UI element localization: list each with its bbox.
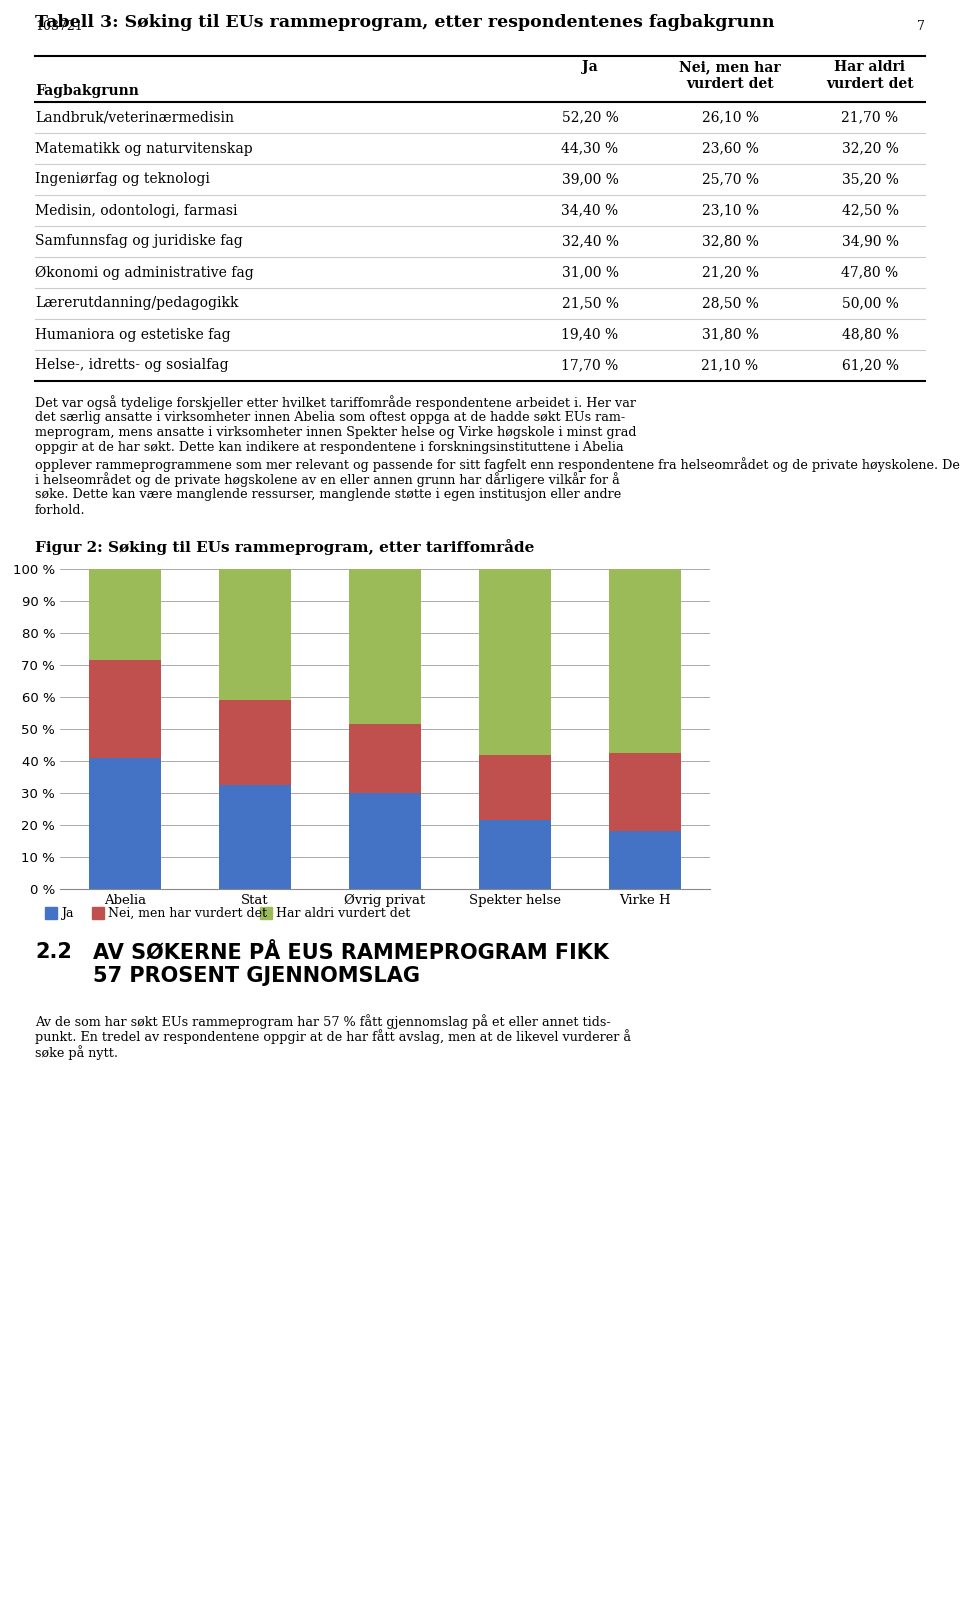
Text: meprogram, mens ansatte i virksomheter innen Spekter helse og Virke høgskole i m: meprogram, mens ansatte i virksomheter i… (35, 427, 636, 440)
Text: punkt. En tredel av respondentene oppgir at de har fått avslag, men at de likeve: punkt. En tredel av respondentene oppgir… (35, 1029, 631, 1045)
Text: 21,10 %: 21,10 % (702, 359, 758, 372)
Text: Har aldri
vurdert det: Har aldri vurdert det (827, 60, 914, 92)
Text: 17,70 %: 17,70 % (562, 359, 618, 372)
Text: 35,20 %: 35,20 % (842, 172, 899, 187)
Bar (89, 660, 160, 758)
Bar (45, 906, 57, 919)
Bar (349, 568, 420, 724)
Bar (610, 831, 681, 889)
Text: 25,70 %: 25,70 % (702, 172, 758, 187)
Text: 23,60 %: 23,60 % (702, 142, 758, 156)
Text: 32,40 %: 32,40 % (562, 235, 618, 248)
Text: Nei, men har vurdert det: Nei, men har vurdert det (108, 906, 267, 919)
Text: 39,00 %: 39,00 % (562, 172, 618, 187)
Text: 32,80 %: 32,80 % (702, 235, 758, 248)
Bar (92, 906, 104, 919)
Text: 44,30 %: 44,30 % (562, 142, 618, 156)
Text: Samfunnsfag og juridiske fag: Samfunnsfag og juridiske fag (35, 235, 243, 248)
Text: Har aldri vurdert det: Har aldri vurdert det (276, 906, 410, 919)
Bar (349, 724, 420, 794)
Bar (610, 568, 681, 753)
Text: Ja: Ja (61, 906, 74, 919)
Text: 52,20 %: 52,20 % (562, 111, 618, 124)
Text: Figur 2: Søking til EUs rammeprogram, etter tariffområde: Figur 2: Søking til EUs rammeprogram, et… (35, 539, 535, 555)
Text: 103721: 103721 (35, 19, 83, 32)
Text: 21,70 %: 21,70 % (841, 111, 899, 124)
Text: 61,20 %: 61,20 % (842, 359, 899, 372)
Text: Medisin, odontologi, farmasi: Medisin, odontologi, farmasi (35, 203, 237, 217)
Text: 32,20 %: 32,20 % (842, 142, 899, 156)
Text: opplever rammeprogrammene som mer relevant og passende for sitt fagfelt enn resp: opplever rammeprogrammene som mer releva… (35, 457, 960, 472)
Text: i helseområdet og de private høgskolene av en eller annen grunn har dårligere vi: i helseområdet og de private høgskolene … (35, 472, 620, 488)
Text: Det var også tydelige forskjeller etter hvilket tariffområde respondentene arbei: Det var også tydelige forskjeller etter … (35, 394, 636, 411)
Bar (89, 758, 160, 889)
Text: Nei, men har
vurdert det: Nei, men har vurdert det (679, 60, 780, 92)
Text: 34,90 %: 34,90 % (842, 235, 899, 248)
Text: AV SØKERNE PÅ EUS RAMMEPROGRAM FIKK
57 PROSENT GJENNOMSLAG: AV SØKERNE PÅ EUS RAMMEPROGRAM FIKK 57 P… (93, 942, 609, 987)
Text: 2.2: 2.2 (35, 942, 72, 963)
Text: 42,50 %: 42,50 % (842, 203, 899, 217)
Bar (219, 568, 291, 700)
Text: 48,80 %: 48,80 % (842, 327, 899, 341)
Bar (260, 906, 272, 919)
Text: Humaniora og estetiske fag: Humaniora og estetiske fag (35, 327, 230, 341)
Text: 50,00 %: 50,00 % (842, 296, 899, 311)
Text: det særlig ansatte i virksomheter innen Abelia som oftest oppga at de hadde søkt: det særlig ansatte i virksomheter innen … (35, 411, 625, 423)
Bar (219, 786, 291, 889)
Bar (479, 568, 551, 755)
Text: 47,80 %: 47,80 % (841, 266, 899, 280)
Bar (479, 755, 551, 819)
Text: Lærerutdanning/pedagogikk: Lærerutdanning/pedagogikk (35, 296, 238, 311)
Text: oppgir at de har søkt. Dette kan indikere at respondentene i forskningsinstitutt: oppgir at de har søkt. Dette kan indiker… (35, 441, 624, 454)
Text: forhold.: forhold. (35, 504, 85, 517)
Text: Tabell 3: Søking til EUs rammeprogram, etter respondentenes fagbakgrunn: Tabell 3: Søking til EUs rammeprogram, e… (35, 14, 775, 31)
Bar (89, 568, 160, 660)
Text: 21,50 %: 21,50 % (562, 296, 618, 311)
Text: 23,10 %: 23,10 % (702, 203, 758, 217)
Text: søke på nytt.: søke på nytt. (35, 1045, 118, 1059)
Text: Helse-, idretts- og sosialfag: Helse-, idretts- og sosialfag (35, 359, 228, 372)
Text: 31,00 %: 31,00 % (562, 266, 618, 280)
Text: 28,50 %: 28,50 % (702, 296, 758, 311)
Text: Matematikk og naturvitenskap: Matematikk og naturvitenskap (35, 142, 252, 156)
Text: 26,10 %: 26,10 % (702, 111, 758, 124)
Text: Økonomi og administrative fag: Økonomi og administrative fag (35, 266, 253, 280)
Bar (349, 794, 420, 889)
Text: 34,40 %: 34,40 % (562, 203, 618, 217)
Text: 21,20 %: 21,20 % (702, 266, 758, 280)
Bar (219, 700, 291, 786)
Text: Ja: Ja (582, 60, 598, 74)
Text: søke. Dette kan være manglende ressurser, manglende støtte i egen institusjon el: søke. Dette kan være manglende ressurser… (35, 488, 621, 501)
Text: Landbruk/veterinærmedisin: Landbruk/veterinærmedisin (35, 111, 234, 124)
Text: Ingeniørfag og teknologi: Ingeniørfag og teknologi (35, 172, 210, 187)
Text: 31,80 %: 31,80 % (702, 327, 758, 341)
Text: Fagbakgrunn: Fagbakgrunn (35, 84, 139, 98)
Bar (610, 753, 681, 831)
Text: 7: 7 (917, 19, 925, 32)
Text: 19,40 %: 19,40 % (562, 327, 618, 341)
Bar (479, 819, 551, 889)
Text: Av de som har søkt EUs rammeprogram har 57 % fått gjennomslag på et eller annet : Av de som har søkt EUs rammeprogram har … (35, 1014, 611, 1029)
